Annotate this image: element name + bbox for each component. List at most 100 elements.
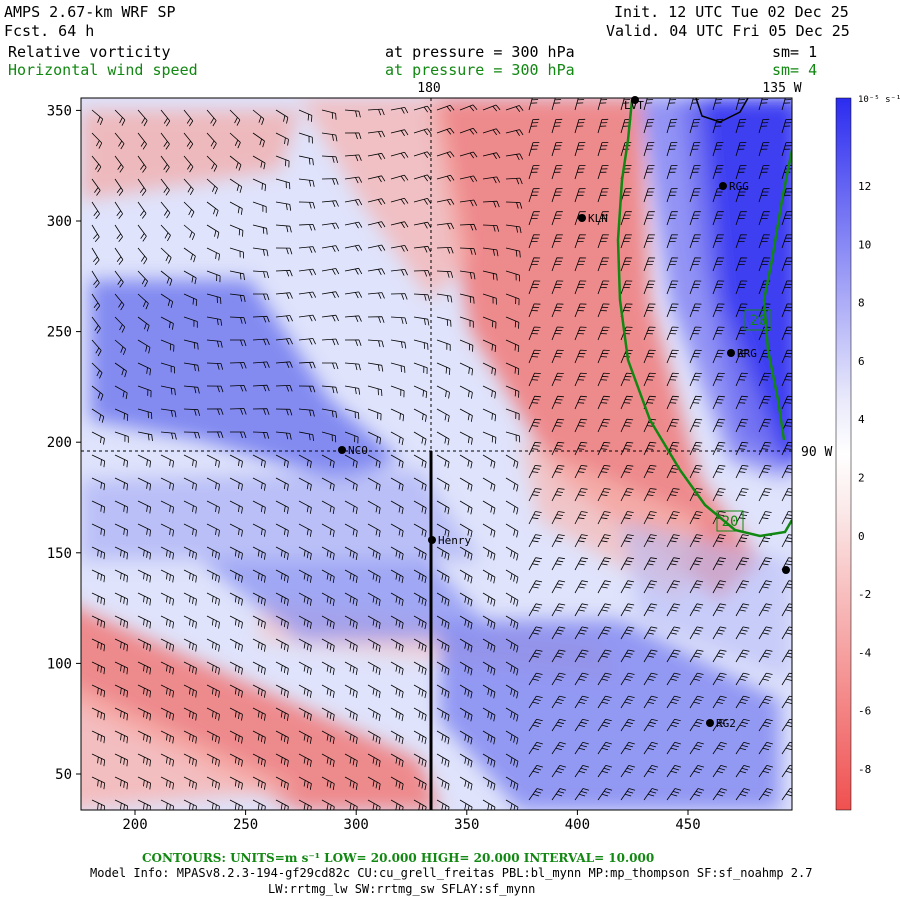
wind-barb (528, 603, 543, 617)
wind-barb (505, 707, 519, 722)
wind-barb (528, 488, 542, 502)
y-tick-label: 200 (47, 435, 72, 451)
wind-barb (712, 165, 724, 180)
wind-barb (712, 372, 725, 387)
wind-barb (344, 132, 362, 140)
wind-barb (114, 385, 128, 400)
wind-barb (413, 408, 427, 422)
wind-barb (275, 224, 292, 233)
colorbar-tick-label: -8 (858, 763, 871, 776)
wind-barb (206, 339, 223, 348)
wind-barb (482, 707, 496, 722)
wind-barb (643, 718, 658, 732)
wind-barb (298, 109, 313, 122)
wind-barb (252, 569, 266, 583)
wind-barb (298, 592, 312, 606)
wind-barb (666, 257, 679, 272)
wind-barb (482, 753, 496, 768)
wind-barb (712, 765, 728, 778)
wind-barb (574, 418, 588, 433)
wind-barb (735, 280, 748, 295)
wind-barb (620, 118, 632, 134)
wind-barb (620, 441, 634, 456)
wind-barb (551, 465, 565, 479)
wind-barb (574, 280, 587, 295)
wind-barb (160, 339, 175, 352)
wind-barb (137, 109, 148, 127)
wind-barb (252, 431, 270, 439)
wind-barb (252, 132, 265, 148)
wind-barb (735, 372, 748, 387)
wind-barb (229, 224, 244, 237)
wind-barb (114, 316, 126, 333)
wind-barb (436, 753, 450, 768)
wind-barb (551, 603, 566, 617)
wind-barb (230, 339, 247, 347)
wind-barb (91, 362, 103, 379)
wind-barb (367, 431, 381, 445)
wind-barb (367, 362, 384, 372)
wind-barb (160, 247, 172, 264)
wind-barb (321, 500, 335, 514)
wind-barb (689, 465, 703, 479)
wind-barb (712, 418, 726, 433)
wind-barb (459, 293, 475, 304)
wind-barb (298, 155, 314, 166)
wind-barb (620, 788, 636, 801)
wind-barb (758, 672, 773, 686)
wind-barb (505, 799, 519, 810)
wind-barb (229, 730, 243, 744)
wind-barb (666, 741, 681, 755)
wind-barb (183, 546, 197, 560)
wind-barb (206, 776, 220, 790)
wind-barb (390, 661, 404, 676)
wind-barb (137, 569, 151, 583)
wind-barb (160, 500, 174, 514)
wind-barb (160, 224, 171, 242)
wind-barb (689, 534, 703, 548)
wind-barb (574, 465, 588, 479)
wind-barb (91, 224, 100, 243)
wind-barb (574, 649, 589, 663)
wind-barb (91, 408, 105, 423)
wind-barb (712, 695, 727, 709)
wind-barb (229, 270, 245, 281)
wind-barb (390, 684, 404, 699)
wind-barb (413, 431, 427, 446)
wind-barb (551, 626, 566, 640)
wind-barb (459, 753, 473, 768)
wind-barb (574, 395, 587, 410)
init-time: Init. 12 UTC Tue 02 Dec 25 (614, 3, 849, 21)
wind-barb (459, 151, 478, 159)
wind-barb (114, 500, 128, 514)
wind-barb (597, 557, 611, 571)
wind-barb (643, 603, 658, 617)
wind-barb (229, 546, 243, 560)
wind-barb (735, 718, 750, 732)
wind-barb (643, 395, 656, 410)
wind-barb (735, 165, 747, 180)
wind-barb (666, 649, 681, 663)
wind-barb (574, 118, 586, 134)
wind-barb (528, 118, 540, 134)
wind-barb (482, 408, 497, 422)
wind-barb (91, 454, 106, 468)
wind-barb (781, 695, 792, 709)
wind-barb (551, 488, 565, 502)
wind-barb (344, 753, 358, 767)
wind-barb (689, 488, 703, 502)
wind-barb (252, 477, 266, 491)
wind-barb (321, 684, 335, 698)
wind-barb (712, 349, 725, 364)
wind-barb (275, 385, 293, 392)
wind-barb (114, 201, 123, 219)
wind-barb (482, 362, 496, 376)
wind-barb (275, 431, 292, 440)
wind-barb (758, 118, 770, 134)
wind-barb (482, 339, 497, 353)
wind-barb (781, 98, 792, 111)
wind-barb (344, 569, 358, 583)
wind-barb (367, 454, 381, 469)
wind-barb (137, 615, 151, 629)
wind-barb (137, 132, 147, 150)
